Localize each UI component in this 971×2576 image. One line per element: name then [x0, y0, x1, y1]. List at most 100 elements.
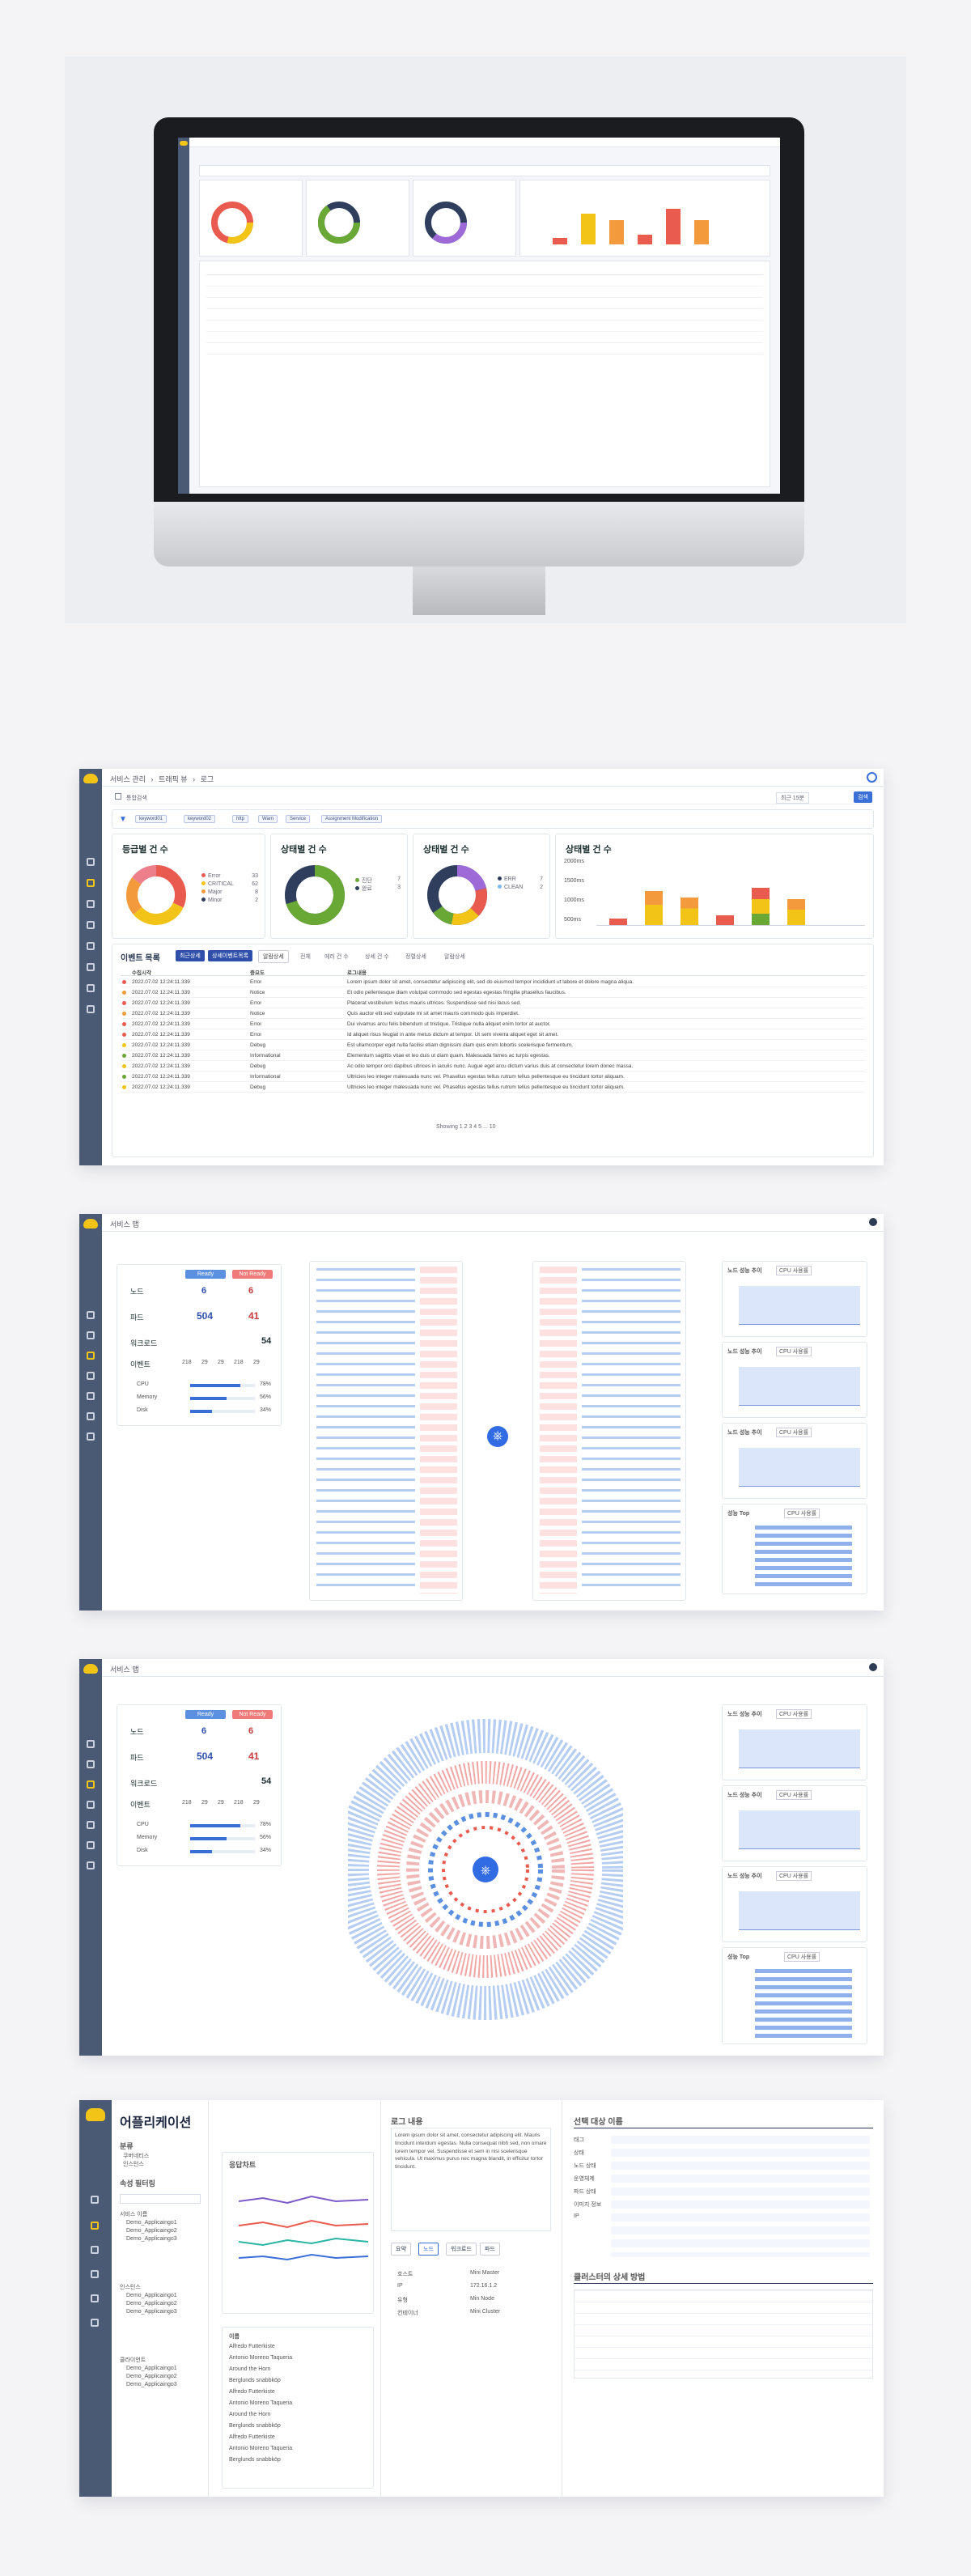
- menu-list-icon[interactable]: [87, 942, 95, 950]
- filter-tag[interactable]: keyword02: [184, 815, 216, 823]
- category-item[interactable]: 인스턴스: [123, 2162, 144, 2167]
- perf-select[interactable]: CPU 사용률: [776, 1709, 812, 1719]
- table-row[interactable]: 2022.07.02 12:24:11.339 Notice Et odio pel…: [121, 987, 865, 998]
- menu-sun-icon[interactable]: [91, 2222, 99, 2230]
- group-item[interactable]: Demo_Applicaingo2: [126, 2228, 177, 2234]
- menu-cluster-icon[interactable]: [87, 900, 95, 908]
- menu-chart-icon[interactable]: [87, 1821, 95, 1829]
- top-select[interactable]: CPU 사용률: [784, 1952, 820, 1962]
- group-item[interactable]: Demo_Applicaingo3: [126, 2236, 177, 2242]
- table-row[interactable]: 2022.07.02 12:24:11.339 Error Id aliquet r…: [121, 1029, 865, 1040]
- menu-grid-icon[interactable]: [91, 2196, 99, 2204]
- event-filter[interactable]: 전체: [300, 954, 311, 960]
- search-button[interactable]: 검색: [854, 791, 872, 803]
- event-tab[interactable]: 상세이벤트목록: [208, 950, 253, 961]
- group-item[interactable]: Demo_Applicaingo1: [126, 2293, 177, 2298]
- menu-calendar-icon[interactable]: [87, 921, 95, 929]
- user-avatar-icon[interactable]: [867, 772, 877, 783]
- menu-grid-icon[interactable]: [87, 858, 95, 866]
- menu-eye-icon[interactable]: [87, 963, 95, 971]
- node-chips: [540, 1267, 577, 1594]
- menu-list-icon[interactable]: [87, 1331, 95, 1339]
- detail-tab[interactable]: 요약: [391, 2243, 411, 2256]
- table-row[interactable]: 2022.07.02 12:24:11.339 Error Placerat ves…: [121, 998, 865, 1008]
- user-icon[interactable]: [869, 1663, 877, 1671]
- menu-sun-icon[interactable]: [87, 1780, 95, 1789]
- time-range-select[interactable]: 최근 15분: [775, 792, 809, 804]
- menu-chart-icon[interactable]: [87, 1392, 95, 1400]
- filter-tag[interactable]: http: [232, 815, 249, 823]
- table-row[interactable]: 2022.07.02 12:24:11.339 Notice Quis auctor…: [121, 1008, 865, 1019]
- filter-tag[interactable]: Warn: [258, 815, 278, 823]
- table-row[interactable]: 2022.07.02 12:24:11.339 Error Dui vivamus …: [121, 1019, 865, 1029]
- event-filter[interactable]: 정렬상세: [405, 954, 426, 960]
- breadcrumb-1[interactable]: 서비스 관리: [110, 775, 146, 783]
- event-tab[interactable]: 알람상세: [258, 950, 289, 963]
- perf-select[interactable]: CPU 사용률: [776, 1347, 812, 1356]
- list-item[interactable]: Alfredo Futterkiste: [229, 2389, 275, 2395]
- menu-grid-icon[interactable]: [87, 1311, 95, 1319]
- list-item[interactable]: Alfredo Futterkiste: [229, 2344, 275, 2349]
- event-filter[interactable]: 에러 건 수: [324, 954, 349, 960]
- table-row[interactable]: 2022.07.02 12:24:11.339 Debug Est ullamcor…: [121, 1040, 865, 1050]
- table-row[interactable]: 2022.07.02 12:24:11.339 Error Lorem ipsum …: [121, 977, 865, 987]
- list-item[interactable]: Antonio Moreno Taqueria: [229, 2355, 293, 2361]
- menu-calendar-icon[interactable]: [87, 1801, 95, 1809]
- filter-tag[interactable]: Assignment Modification: [321, 815, 383, 823]
- menu-search-icon[interactable]: [87, 1841, 95, 1849]
- menu-calendar-icon[interactable]: [87, 1372, 95, 1380]
- top-select[interactable]: CPU 사용률: [784, 1509, 820, 1518]
- list-item[interactable]: Antonio Moreno Taqueria: [229, 2400, 293, 2406]
- table-row[interactable]: 2022.07.02 12:24:11.339 Informational Elem…: [121, 1050, 865, 1061]
- menu-grid-icon[interactable]: [87, 1740, 95, 1748]
- menu-tools-icon[interactable]: [91, 2294, 99, 2302]
- menu-sun-icon[interactable]: [87, 1352, 95, 1360]
- menu-settings-icon[interactable]: [87, 1432, 95, 1441]
- group-item[interactable]: Demo_Applicaingo3: [126, 2309, 177, 2315]
- group-item[interactable]: Demo_Applicaingo1: [126, 2366, 177, 2371]
- filter-search-input[interactable]: [120, 2194, 201, 2204]
- group-item[interactable]: Demo_Applicaingo3: [126, 2382, 177, 2387]
- filter-tag[interactable]: keyword01: [135, 815, 167, 823]
- list-item[interactable]: Berglunds snabbköp: [229, 2378, 281, 2383]
- menu-list-icon[interactable]: [87, 1760, 95, 1768]
- event-filter[interactable]: 알람상세: [444, 954, 465, 960]
- table-row[interactable]: 2022.07.02 12:24:11.339 Debug Ultricies le…: [121, 1082, 865, 1093]
- menu-search-icon[interactable]: [87, 1412, 95, 1420]
- menu-settings-icon[interactable]: [91, 2319, 99, 2327]
- event-filter[interactable]: 상세 건 수: [365, 954, 389, 960]
- group-item[interactable]: Demo_Applicaingo2: [126, 2301, 177, 2307]
- breadcrumb-2[interactable]: 트래픽 뷰: [158, 775, 188, 783]
- table-row[interactable]: 2022.07.02 12:24:11.339 Informational Ultr…: [121, 1072, 865, 1082]
- perf-select[interactable]: CPU 사용률: [776, 1266, 812, 1275]
- row-time: 2022.07.02 12:24:11.339: [132, 979, 190, 985]
- detail-tab[interactable]: 노드: [418, 2243, 439, 2256]
- list-item[interactable]: Alfredo Futterkiste: [229, 2434, 275, 2440]
- filter-tag[interactable]: Service: [286, 815, 311, 823]
- menu-traffic-icon[interactable]: [87, 879, 95, 887]
- menu-settings-icon[interactable]: [87, 1005, 95, 1013]
- group-item[interactable]: Demo_Applicaingo1: [126, 2220, 177, 2226]
- menu-settings-icon[interactable]: [87, 1861, 95, 1869]
- list-item[interactable]: Antonio Moreno Taqueria: [229, 2446, 293, 2451]
- perf-select[interactable]: CPU 사용률: [776, 1428, 812, 1437]
- user-icon[interactable]: [869, 1218, 877, 1226]
- search-input[interactable]: 통합검색: [126, 796, 147, 801]
- menu-eye-icon[interactable]: [91, 2270, 99, 2278]
- detail-tab[interactable]: 파드: [480, 2243, 500, 2256]
- detail-tab[interactable]: 워크로드: [446, 2243, 477, 2256]
- list-item[interactable]: Berglunds snabbköp: [229, 2423, 281, 2429]
- list-item[interactable]: Berglunds snabbköp: [229, 2457, 281, 2463]
- perf-select[interactable]: CPU 사용률: [776, 1790, 812, 1800]
- table-row[interactable]: 2022.07.02 12:24:11.339 Debug Ac odio temp…: [121, 1061, 865, 1072]
- menu-calendar-icon[interactable]: [91, 2246, 99, 2254]
- menu-tools-icon[interactable]: [87, 984, 95, 992]
- perf-select[interactable]: CPU 사용률: [776, 1871, 812, 1881]
- group-item[interactable]: Demo_Applicaingo2: [126, 2374, 177, 2379]
- list-item[interactable]: Around the Horn: [229, 2412, 271, 2417]
- event-tab[interactable]: 최근상세: [176, 950, 205, 961]
- pagination[interactable]: Showing 1 2 3 4 5 ... 10: [436, 1124, 496, 1130]
- kubernetes-icon[interactable]: ⎈: [487, 1426, 508, 1447]
- list-item[interactable]: Around the Horn: [229, 2366, 271, 2372]
- category-item[interactable]: 쿠버네티스: [123, 2154, 150, 2159]
